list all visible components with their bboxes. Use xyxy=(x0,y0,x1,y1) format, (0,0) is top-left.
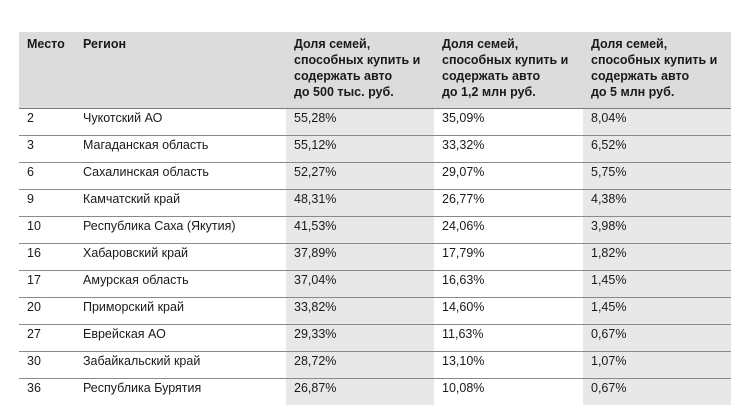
cell-share-1-2m: 10,08% xyxy=(434,377,583,405)
cell-share-1-2m: 14,60% xyxy=(434,296,583,324)
table-row: 2 Чукотский АО 55,28% 35,09% 8,04% xyxy=(19,107,731,135)
cell-share-500k: 29,33% xyxy=(286,323,434,351)
cell-share-500k: 48,31% xyxy=(286,188,434,216)
cell-share-5m: 5,75% xyxy=(583,161,731,189)
header-share-1-2m: Доля семей, способных купить и содержать… xyxy=(434,32,583,109)
cell-region: Сахалинская область xyxy=(75,161,286,189)
header-share-5m: Доля семей, способных купить и содержать… xyxy=(583,32,731,109)
cell-region: Приморский край xyxy=(75,296,286,324)
cell-share-5m: 1,45% xyxy=(583,269,731,297)
cell-region: Амурская область xyxy=(75,269,286,297)
cell-share-5m: 1,07% xyxy=(583,350,731,378)
cell-share-500k: 28,72% xyxy=(286,350,434,378)
cell-share-500k: 37,04% xyxy=(286,269,434,297)
table-row: 10 Республика Саха (Якутия) 41,53% 24,06% 3,… xyxy=(19,215,731,243)
table-row: 3 Магаданская область 55,12% 33,32% 6,52% xyxy=(19,134,731,162)
region-table: Место Регион Доля семей, способных купит… xyxy=(19,32,731,405)
table-row: 36 Республика Бурятия 26,87% 10,08% 0,67% xyxy=(19,377,731,405)
header-share-5m-line: способных купить и xyxy=(591,53,718,67)
table-row: 27 Еврейская АО 29,33% 11,63% 0,67% xyxy=(19,323,731,351)
cell-share-5m: 8,04% xyxy=(583,107,731,135)
cell-share-1-2m: 26,77% xyxy=(434,188,583,216)
cell-share-5m: 0,67% xyxy=(583,323,731,351)
cell-region: Чукотский АО xyxy=(75,107,286,135)
cell-share-500k: 55,28% xyxy=(286,107,434,135)
cell-rank: 36 xyxy=(19,377,75,405)
header-share-1-2m-line: Доля семей, xyxy=(442,37,519,51)
cell-share-500k: 26,87% xyxy=(286,377,434,405)
cell-rank: 9 xyxy=(19,188,75,216)
cell-rank: 3 xyxy=(19,134,75,162)
table-body: 2 Чукотский АО 55,28% 35,09% 8,04% 3 Магаданск… xyxy=(19,107,731,405)
table-row: 16 Хабаровский край 37,89% 17,79% 1,82% xyxy=(19,242,731,270)
table-row: 17 Амурская область 37,04% 16,63% 1,45% xyxy=(19,269,731,297)
cell-share-500k: 52,27% xyxy=(286,161,434,189)
cell-share-5m: 1,45% xyxy=(583,296,731,324)
cell-share-1-2m: 13,10% xyxy=(434,350,583,378)
cell-rank: 17 xyxy=(19,269,75,297)
cell-share-5m: 0,67% xyxy=(583,377,731,405)
header-share-500k-line: способных купить и xyxy=(294,53,421,67)
header-share-1-2m-line: содержать авто xyxy=(442,69,541,83)
cell-share-1-2m: 17,79% xyxy=(434,242,583,270)
header-share-500k-line: содержать авто xyxy=(294,69,393,83)
cell-region: Республика Саха (Якутия) xyxy=(75,215,286,243)
cell-share-5m: 1,82% xyxy=(583,242,731,270)
header-rank: Место xyxy=(19,32,75,109)
cell-share-1-2m: 24,06% xyxy=(434,215,583,243)
cell-share-500k: 41,53% xyxy=(286,215,434,243)
cell-region: Магаданская область xyxy=(75,134,286,162)
cell-rank: 16 xyxy=(19,242,75,270)
header-share-1-2m-line: способных купить и xyxy=(442,53,569,67)
cell-share-5m: 6,52% xyxy=(583,134,731,162)
table-row: 6 Сахалинская область 52,27% 29,07% 5,75% xyxy=(19,161,731,189)
cell-region: Хабаровский край xyxy=(75,242,286,270)
cell-region: Еврейская АО xyxy=(75,323,286,351)
header-share-500k: Доля семей, способных купить и содержать… xyxy=(286,32,434,109)
header-share-500k-line: до 500 тыс. руб. xyxy=(294,85,394,99)
cell-share-1-2m: 11,63% xyxy=(434,323,583,351)
cell-share-1-2m: 29,07% xyxy=(434,161,583,189)
cell-rank: 27 xyxy=(19,323,75,351)
table-row: 9 Камчатский край 48,31% 26,77% 4,38% xyxy=(19,188,731,216)
header-share-5m-line: до 5 млн руб. xyxy=(591,85,675,99)
cell-rank: 30 xyxy=(19,350,75,378)
header-region: Регион xyxy=(75,32,286,109)
cell-share-1-2m: 16,63% xyxy=(434,269,583,297)
cell-region: Республика Бурятия xyxy=(75,377,286,405)
header-share-1-2m-line: до 1,2 млн руб. xyxy=(442,85,536,99)
header-share-500k-line: Доля семей, xyxy=(294,37,371,51)
cell-rank: 10 xyxy=(19,215,75,243)
header-share-5m-line: содержать авто xyxy=(591,69,690,83)
cell-share-500k: 33,82% xyxy=(286,296,434,324)
cell-share-5m: 3,98% xyxy=(583,215,731,243)
cell-share-1-2m: 35,09% xyxy=(434,107,583,135)
cell-share-1-2m: 33,32% xyxy=(434,134,583,162)
table-row: 20 Приморский край 33,82% 14,60% 1,45% xyxy=(19,296,731,324)
table-header-row: Место Регион Доля семей, способных купит… xyxy=(19,32,731,109)
cell-region: Камчатский край xyxy=(75,188,286,216)
cell-share-500k: 55,12% xyxy=(286,134,434,162)
cell-rank: 20 xyxy=(19,296,75,324)
cell-share-5m: 4,38% xyxy=(583,188,731,216)
cell-region: Забайкальский край xyxy=(75,350,286,378)
cell-rank: 2 xyxy=(19,107,75,135)
table-row: 30 Забайкальский край 28,72% 13,10% 1,07% xyxy=(19,350,731,378)
cell-share-500k: 37,89% xyxy=(286,242,434,270)
header-share-5m-line: Доля семей, xyxy=(591,37,668,51)
cell-rank: 6 xyxy=(19,161,75,189)
